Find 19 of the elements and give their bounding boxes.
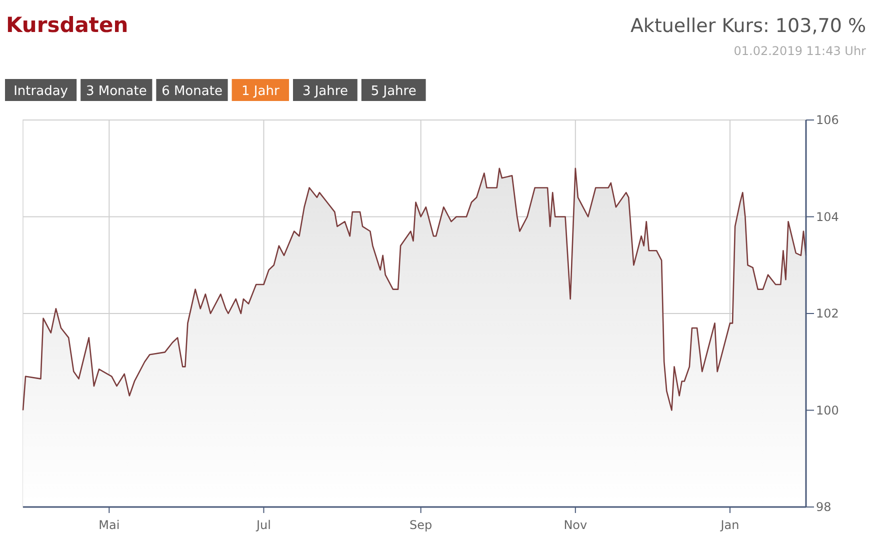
text: 1 Jahr (242, 84, 280, 99)
text: Intraday (14, 84, 68, 99)
chart-title: Kursdaten (6, 13, 128, 37)
text: 3 Monate (86, 84, 147, 99)
y-tick-label: 98 (816, 500, 832, 514)
text: 01.02.2019 11:43 Uhr (734, 44, 866, 58)
x-tick-label: Jul (255, 518, 271, 532)
x-tick-label: Jan (720, 518, 740, 532)
chart-subtitle: Aktueller Kurs: 103,70 % (630, 15, 866, 37)
y-tick-label: 104 (816, 210, 839, 224)
text: 6 Monate (162, 84, 222, 99)
text: 3 Jahre (302, 84, 348, 99)
x-tick-label: Nov (564, 518, 588, 532)
y-tick-label: 100 (816, 403, 839, 418)
y-tick-label: 102 (816, 306, 839, 320)
text: 5 Jahre (370, 84, 416, 99)
x-tick-label: Sep (410, 518, 432, 532)
x-tick-label: Mai (98, 518, 120, 532)
y-tick-label: 106 (816, 113, 839, 127)
